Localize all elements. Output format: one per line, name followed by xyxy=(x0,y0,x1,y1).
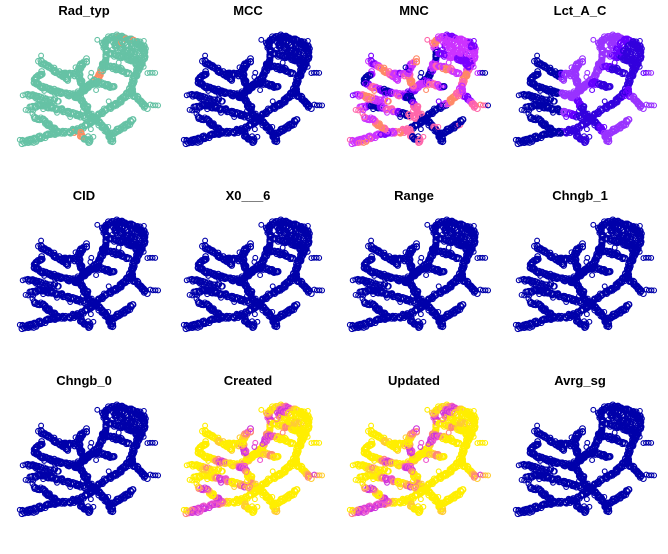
data-point xyxy=(39,116,47,124)
data-point xyxy=(589,87,596,94)
data-point xyxy=(89,80,97,88)
data-point xyxy=(258,36,265,43)
data-point xyxy=(119,46,127,54)
data-point xyxy=(251,126,258,133)
data-point xyxy=(47,103,55,111)
data-point xyxy=(257,87,264,94)
data-point xyxy=(140,103,148,111)
data-point xyxy=(61,108,68,116)
data-point xyxy=(118,94,126,102)
data-point xyxy=(83,55,90,63)
panel-cid: CID xyxy=(16,188,162,333)
data-point xyxy=(601,98,608,105)
data-point xyxy=(143,105,151,113)
data-point xyxy=(78,59,86,67)
data-point xyxy=(81,115,89,122)
data-point xyxy=(30,78,38,86)
data-point xyxy=(80,135,88,143)
data-point xyxy=(47,96,55,104)
data-point xyxy=(445,59,452,66)
data-point xyxy=(136,51,144,59)
data-point xyxy=(590,36,597,43)
data-point xyxy=(94,36,101,43)
data-point xyxy=(57,70,65,78)
panel-lct-a-c: Lct_A_C xyxy=(512,3,658,148)
data-point xyxy=(34,115,42,123)
data-point xyxy=(30,113,38,121)
panel-rad-typ: Rad_typ xyxy=(16,3,162,148)
panel-title: MCC xyxy=(233,3,263,18)
data-point xyxy=(48,104,56,112)
data-point xyxy=(611,59,618,66)
data-point xyxy=(279,59,286,66)
data-point xyxy=(30,75,38,83)
data-point xyxy=(105,98,112,105)
data-point xyxy=(83,58,91,65)
data-point xyxy=(424,36,431,43)
data-point xyxy=(87,126,94,133)
data-point xyxy=(583,126,590,133)
data-point xyxy=(100,62,108,70)
data-point xyxy=(133,92,141,100)
data-point xyxy=(417,126,424,133)
data-point xyxy=(269,98,276,105)
data-point xyxy=(115,59,122,66)
data-point xyxy=(124,70,132,78)
data-point xyxy=(44,63,52,70)
panel-title: MNC xyxy=(399,3,429,18)
data-point xyxy=(93,87,100,94)
data-point xyxy=(54,97,62,105)
data-point xyxy=(423,87,430,94)
data-point xyxy=(80,114,88,122)
data-point xyxy=(120,68,128,76)
panel-title: CID xyxy=(73,188,95,203)
panel-mcc: MCC xyxy=(180,3,326,148)
data-point xyxy=(128,86,136,94)
panel-mnc: MNC xyxy=(346,3,492,148)
panel-title: Lct_A_C xyxy=(554,3,607,18)
data-point xyxy=(129,116,137,124)
data-point xyxy=(32,80,40,88)
data-point xyxy=(435,98,442,105)
panel-title: Rad_typ xyxy=(58,3,109,18)
